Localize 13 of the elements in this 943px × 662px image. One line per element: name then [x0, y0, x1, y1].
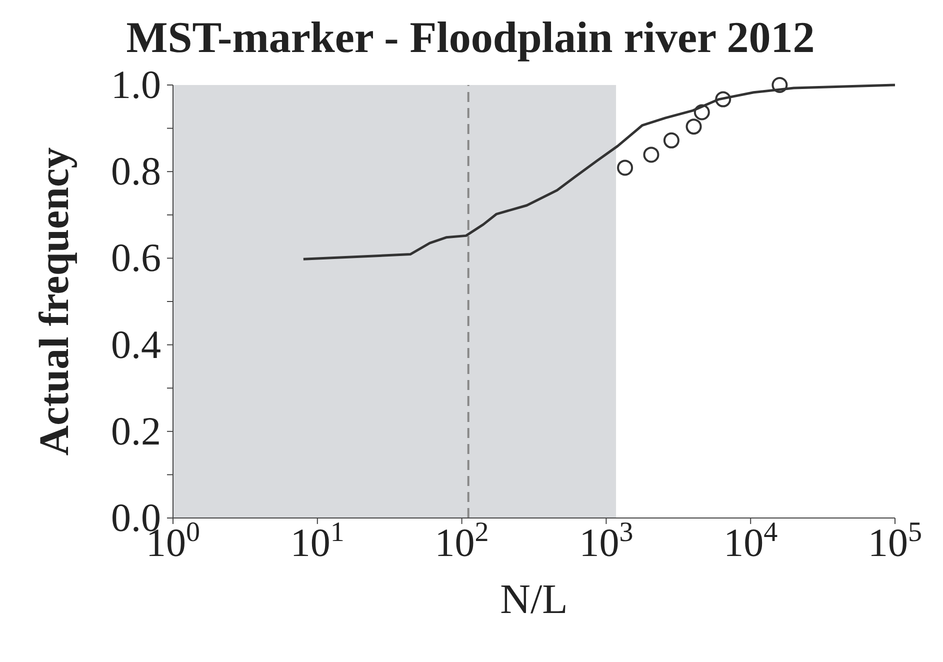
x-tick-label: 10$^{3}$ [579, 516, 634, 565]
x-axis-title: N/L [500, 577, 568, 623]
y-tick-label: 0.6 [111, 235, 161, 280]
x-tick-label: 10$^{4}$ [724, 516, 778, 565]
chart-title: MST-marker - Floodplain river 2012 [125, 12, 816, 64]
y-axis-title: Actual frequency [32, 147, 78, 456]
y-tick-label: 0.4 [111, 322, 161, 367]
y-tick-label: 0.2 [111, 408, 161, 454]
y-tick-label: 0.8 [111, 148, 161, 194]
x-tick-label: 10$^{2}$ [434, 516, 489, 565]
x-tick-label: 10$^{5}$ [868, 516, 922, 565]
y-tick-label: 1.0 [111, 62, 161, 107]
x-tick-label: 10$^{1}$ [290, 516, 344, 565]
